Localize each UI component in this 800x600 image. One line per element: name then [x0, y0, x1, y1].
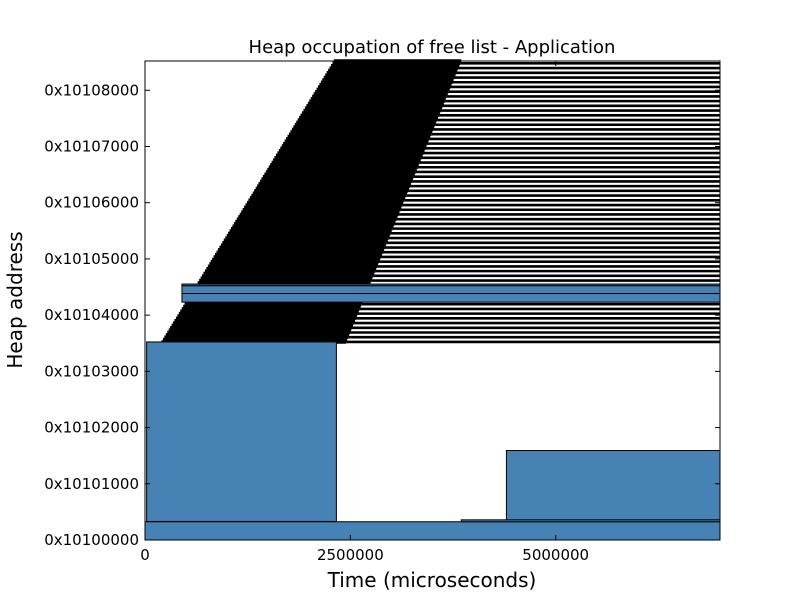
x-tick-label: 5000000	[522, 546, 589, 564]
y-axis: 0x10100000 0x10101000 0x10102000 0x10103000…	[44, 81, 720, 549]
x-tick-label: 2500000	[317, 546, 384, 564]
y-tick-label: 0x10103000	[44, 362, 139, 380]
y-tick-label: 0x10104000	[44, 306, 139, 324]
plot-area	[144, 59, 721, 541]
y-tick-label: 0x10100000	[44, 531, 139, 549]
free-block-bar	[144, 521, 721, 541]
y-tick-label: 0x10101000	[44, 475, 139, 493]
plot-frame	[144, 60, 721, 541]
chart-title: Heap occupation of free list - Applicati…	[249, 37, 616, 58]
x-axis: 0 2500000 5000000	[140, 61, 589, 564]
free-block-bar	[181, 283, 721, 287]
free-block-bar	[505, 450, 721, 522]
y-tick-label: 0x10102000	[44, 419, 139, 437]
y-tick-label: 0x10107000	[44, 137, 139, 155]
y-axis-label: Heap address	[3, 231, 27, 368]
free-block-bar	[181, 285, 721, 295]
x-tick-label: 0	[140, 546, 150, 564]
y-tick-label: 0x10106000	[44, 194, 139, 212]
y-tick-label: 0x10105000	[44, 250, 139, 268]
free-block-bar	[181, 293, 721, 303]
y-tick-label: 0x10108000	[44, 81, 139, 99]
x-axis-label: Time (microseconds)	[327, 568, 537, 592]
free-block-bar	[460, 519, 721, 523]
free-block-bar	[146, 341, 337, 522]
